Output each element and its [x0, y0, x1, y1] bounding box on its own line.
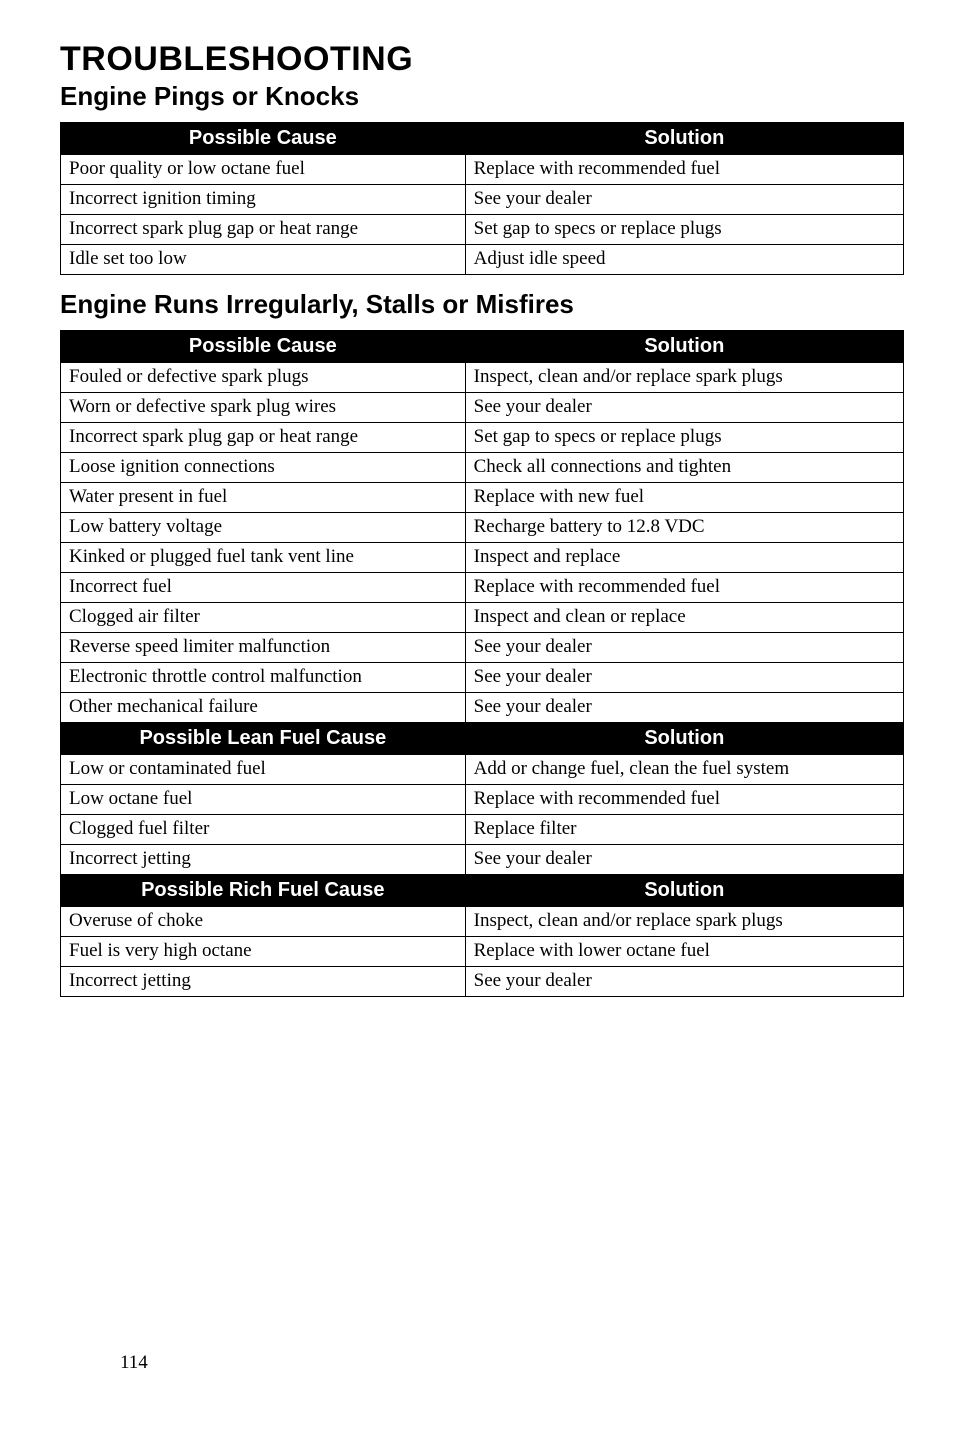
- table-row: Worn or defective spark plug wiresSee yo…: [61, 393, 904, 423]
- cell-solution: See your dealer: [465, 967, 903, 997]
- cell-cause: Idle set too low: [61, 245, 466, 275]
- cell-cause: Loose ignition connections: [61, 453, 466, 483]
- table-row: Fuel is very high octaneReplace with low…: [61, 937, 904, 967]
- cell-cause: Incorrect jetting: [61, 967, 466, 997]
- table-row: Poor quality or low octane fuelReplace w…: [61, 155, 904, 185]
- table-row: Incorrect fuelReplace with recommended f…: [61, 573, 904, 603]
- cell-cause: Water present in fuel: [61, 483, 466, 513]
- section-title-irregular: Engine Runs Irregularly, Stalls or Misfi…: [60, 289, 904, 320]
- th-lean-solution: Solution: [465, 723, 903, 755]
- table-row: Overuse of chokeInspect, clean and/or re…: [61, 907, 904, 937]
- cell-cause: Poor quality or low octane fuel: [61, 155, 466, 185]
- table-row: Reverse speed limiter malfunctionSee you…: [61, 633, 904, 663]
- table-row: Loose ignition connectionsCheck all conn…: [61, 453, 904, 483]
- th-solution: Solution: [465, 331, 903, 363]
- section-title-pings: Engine Pings or Knocks: [60, 81, 904, 112]
- cell-solution: Check all connections and tighten: [465, 453, 903, 483]
- table-row: Kinked or plugged fuel tank vent lineIns…: [61, 543, 904, 573]
- cell-cause: Fuel is very high octane: [61, 937, 466, 967]
- cell-solution: Replace with new fuel: [465, 483, 903, 513]
- cell-solution: Set gap to specs or replace plugs: [465, 215, 903, 245]
- table-row: Water present in fuelReplace with new fu…: [61, 483, 904, 513]
- cell-cause: Low octane fuel: [61, 785, 466, 815]
- cell-solution: Inspect and replace: [465, 543, 903, 573]
- cell-cause: Low or contaminated fuel: [61, 755, 466, 785]
- table-pings: Possible Cause Solution Poor quality or …: [60, 122, 904, 275]
- cell-cause: Other mechanical failure: [61, 693, 466, 723]
- cell-cause: Incorrect spark plug gap or heat range: [61, 215, 466, 245]
- cell-cause: Kinked or plugged fuel tank vent line: [61, 543, 466, 573]
- cell-cause: Low battery voltage: [61, 513, 466, 543]
- cell-solution: Inspect, clean and/or replace spark plug…: [465, 363, 903, 393]
- cell-solution: Replace filter: [465, 815, 903, 845]
- cell-cause: Clogged fuel filter: [61, 815, 466, 845]
- cell-solution: Inspect and clean or replace: [465, 603, 903, 633]
- table-row: Incorrect jettingSee your dealer: [61, 845, 904, 875]
- cell-solution: See your dealer: [465, 693, 903, 723]
- cell-cause: Clogged air filter: [61, 603, 466, 633]
- table-row: Clogged air filterInspect and clean or r…: [61, 603, 904, 633]
- cell-solution: Recharge battery to 12.8 VDC: [465, 513, 903, 543]
- cell-solution: See your dealer: [465, 663, 903, 693]
- table-row: Low battery voltageRecharge battery to 1…: [61, 513, 904, 543]
- cell-cause: Incorrect spark plug gap or heat range: [61, 423, 466, 453]
- page-number: 114: [120, 1352, 148, 1374]
- table-row: Low or contaminated fuelAdd or change fu…: [61, 755, 904, 785]
- cell-cause: Incorrect fuel: [61, 573, 466, 603]
- table-row: Low octane fuelReplace with recommended …: [61, 785, 904, 815]
- cell-solution: See your dealer: [465, 393, 903, 423]
- table-row: Fouled or defective spark plugsInspect, …: [61, 363, 904, 393]
- th-cause: Possible Cause: [61, 123, 466, 155]
- cell-solution: Inspect, clean and/or replace spark plug…: [465, 907, 903, 937]
- table-row: Incorrect spark plug gap or heat rangeSe…: [61, 215, 904, 245]
- table-row: Incorrect spark plug gap or heat rangeSe…: [61, 423, 904, 453]
- th-lean-cause: Possible Lean Fuel Cause: [61, 723, 466, 755]
- cell-cause: Incorrect ignition timing: [61, 185, 466, 215]
- page-title: TROUBLESHOOTING: [60, 40, 904, 79]
- th-rich-solution: Solution: [465, 875, 903, 907]
- cell-solution: Add or change fuel, clean the fuel syste…: [465, 755, 903, 785]
- cell-cause: Reverse speed limiter malfunction: [61, 633, 466, 663]
- table-row: Electronic throttle control malfunctionS…: [61, 663, 904, 693]
- th-cause: Possible Cause: [61, 331, 466, 363]
- cell-solution: Replace with recommended fuel: [465, 785, 903, 815]
- table-row: Incorrect jettingSee your dealer: [61, 967, 904, 997]
- cell-solution: See your dealer: [465, 185, 903, 215]
- cell-solution: Replace with recommended fuel: [465, 573, 903, 603]
- th-solution: Solution: [465, 123, 903, 155]
- table-row: Other mechanical failureSee your dealer: [61, 693, 904, 723]
- cell-solution: See your dealer: [465, 845, 903, 875]
- cell-solution: Adjust idle speed: [465, 245, 903, 275]
- cell-cause: Incorrect jetting: [61, 845, 466, 875]
- cell-cause: Worn or defective spark plug wires: [61, 393, 466, 423]
- cell-solution: Replace with lower octane fuel: [465, 937, 903, 967]
- table-irregular: Possible Cause Solution Fouled or defect…: [60, 330, 904, 997]
- table-row: Idle set too lowAdjust idle speed: [61, 245, 904, 275]
- cell-solution: Replace with recommended fuel: [465, 155, 903, 185]
- table-row: Incorrect ignition timingSee your dealer: [61, 185, 904, 215]
- cell-solution: See your dealer: [465, 633, 903, 663]
- table-row: Clogged fuel filterReplace filter: [61, 815, 904, 845]
- cell-cause: Fouled or defective spark plugs: [61, 363, 466, 393]
- th-rich-cause: Possible Rich Fuel Cause: [61, 875, 466, 907]
- cell-cause: Overuse of choke: [61, 907, 466, 937]
- cell-cause: Electronic throttle control malfunction: [61, 663, 466, 693]
- cell-solution: Set gap to specs or replace plugs: [465, 423, 903, 453]
